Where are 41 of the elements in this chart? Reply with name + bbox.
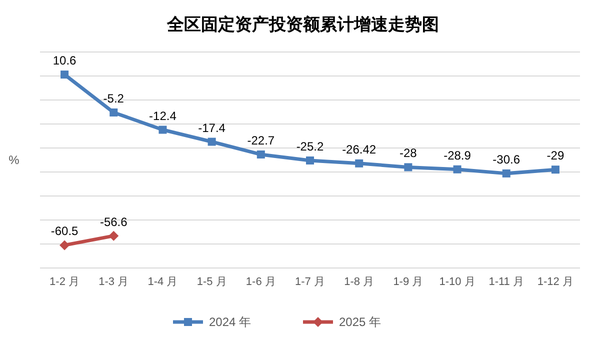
x-tick-label: 1-2 月 [50,276,80,288]
data-label: -56.6 [100,214,128,229]
data-label: -25.2 [296,139,324,154]
point [60,240,70,250]
x-tick-label: 1-12 月 [537,276,574,288]
x-tick-label: 1-8 月 [344,276,374,288]
point [404,163,412,172]
data-label: -60.5 [50,224,79,238]
x-tick-label: 1-4 月 [148,276,178,288]
data-label: -30.6 [492,152,520,166]
x-tick-label: 1-5 月 [196,276,227,288]
point [502,169,510,178]
x-tick-label: 1-3 月 [98,276,129,288]
y-axis-title: % [8,153,20,167]
point [551,166,560,174]
data-label: -28 [400,146,418,160]
data-label: -5.2 [103,91,124,106]
data-label: -22.7 [247,133,275,148]
point [306,156,314,164]
point [453,165,462,174]
point [256,150,265,158]
legend-label: 2024 年 [209,315,252,329]
data-label: -12.4 [149,108,177,123]
chart-title: 全区固定资产投资额累计增速走势图 [166,15,439,34]
point [355,159,364,168]
x-tick-label: 1-7 月 [295,276,325,288]
data-label: 10.6 [52,54,77,68]
x-tick-label: 1-10 月 [439,276,476,288]
point [158,126,167,134]
legend-label: 2025 年 [339,315,382,329]
data-label: -26.42 [342,142,376,156]
data-label: -28.9 [444,148,472,162]
point [60,70,69,79]
point [208,138,216,146]
point [108,230,119,241]
data-label: -17.4 [198,120,226,135]
data-label: -29 [546,148,564,163]
x-tick-label: 1-11 月 [488,276,524,288]
point [110,108,118,116]
x-tick-label: 1-9 月 [393,276,424,288]
x-tick-label: 1-6 月 [246,276,276,288]
